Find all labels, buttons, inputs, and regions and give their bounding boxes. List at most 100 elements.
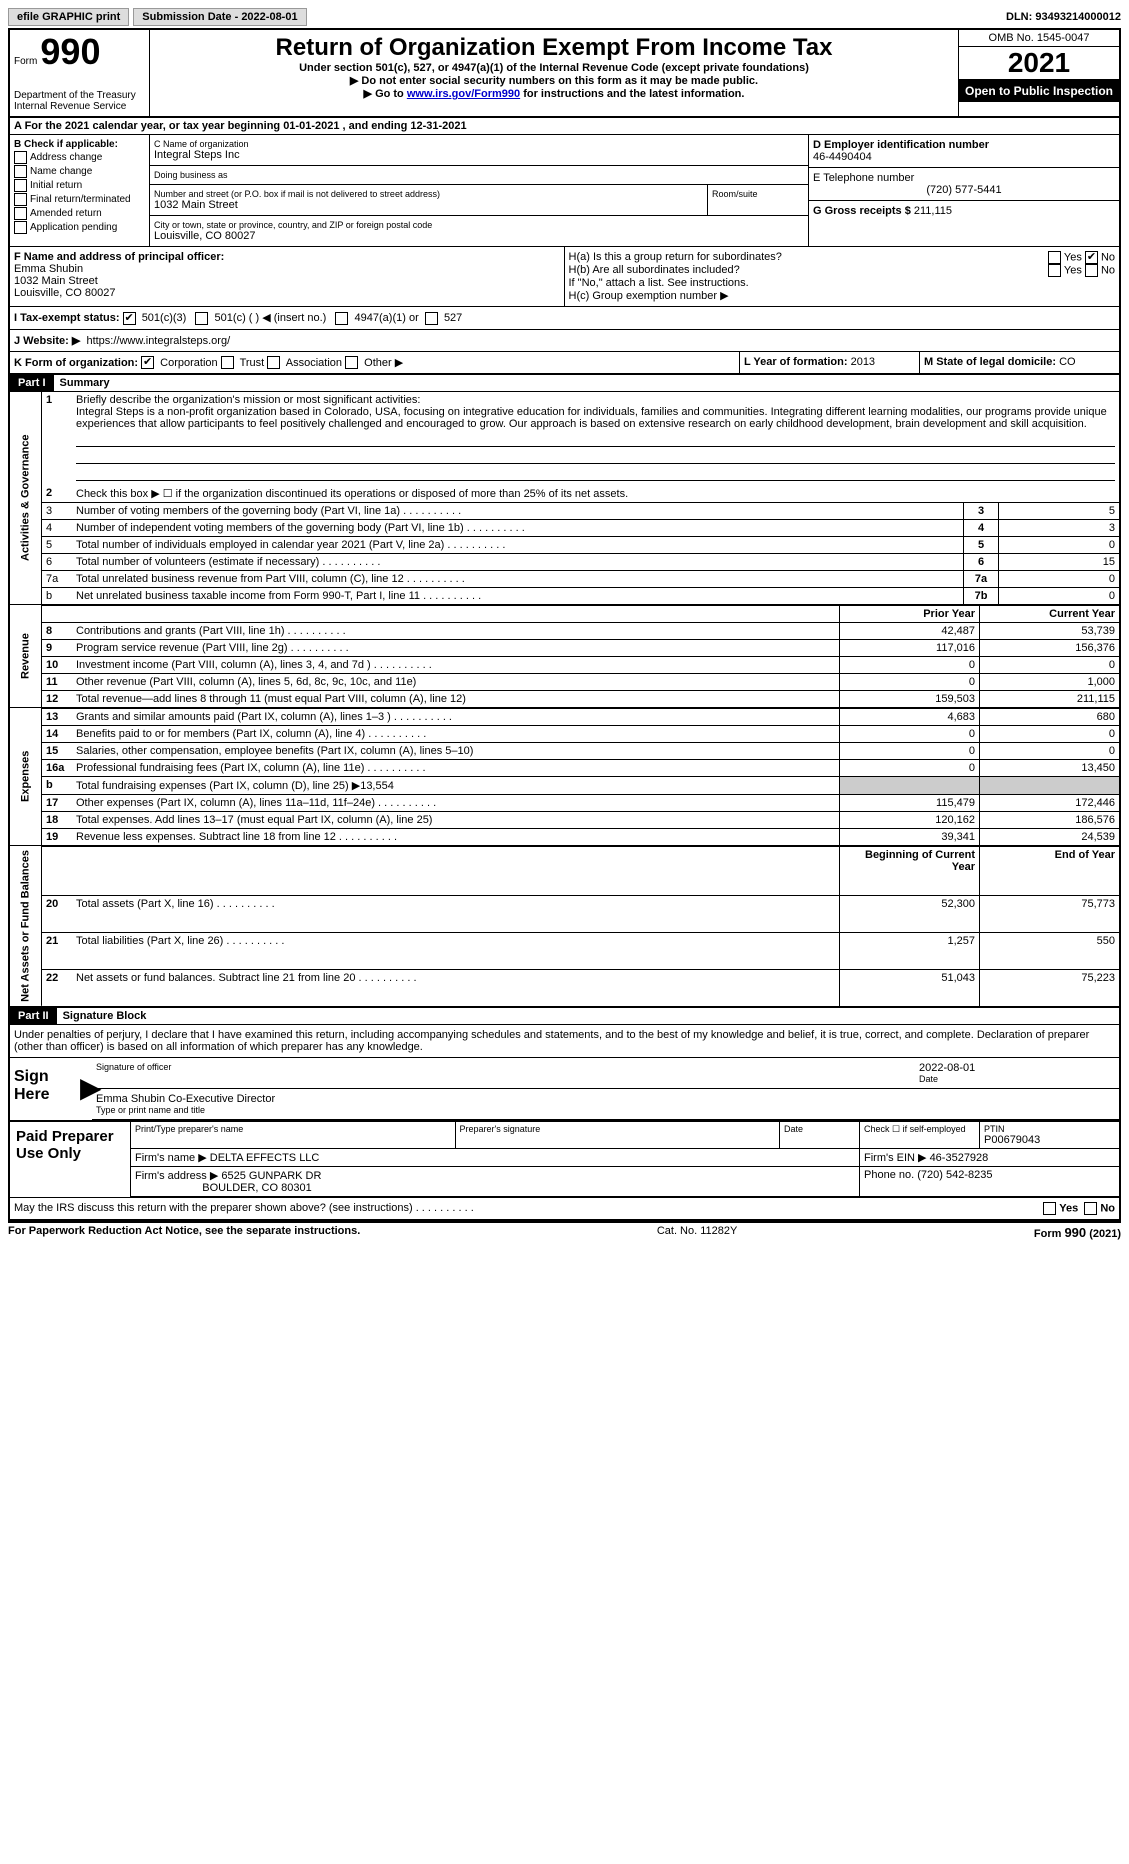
sig-date-label: Date: [919, 1074, 1115, 1084]
l20: Total assets (Part X, line 16): [72, 895, 839, 932]
tel-value: (720) 577-5441: [813, 184, 1115, 196]
chk-app-pending[interactable]: Application pending: [14, 221, 145, 234]
irs-link[interactable]: www.irs.gov/Form990: [407, 88, 520, 100]
curr-h: Current Year: [979, 605, 1119, 622]
c12: 211,115: [979, 690, 1119, 707]
part-ii-title: Signature Block: [57, 1010, 147, 1022]
year-formation: 2013: [851, 356, 875, 368]
l8: Contributions and grants (Part VIII, lin…: [72, 622, 839, 639]
form-id-cell: Form 990 Department of the Treasury Inte…: [10, 30, 150, 116]
ptin-label: PTIN: [984, 1124, 1115, 1134]
side-net: Net Assets or Fund Balances: [10, 846, 42, 1006]
p18: 120,162: [839, 811, 979, 828]
phone-l: Phone no.: [864, 1169, 914, 1181]
ha-no[interactable]: [1085, 251, 1098, 264]
p11: 0: [839, 673, 979, 690]
l22: Net assets or fund balances. Subtract li…: [72, 969, 839, 1006]
city-value: Louisville, CO 80027: [154, 230, 256, 242]
end-h: End of Year: [979, 846, 1119, 895]
p13: 4,683: [839, 708, 979, 725]
chk-4947[interactable]: [335, 312, 348, 325]
open-public: Open to Public Inspection: [959, 80, 1119, 102]
gross-value: 211,115: [914, 205, 952, 217]
p21: 1,257: [839, 932, 979, 969]
prep-date-label: Date: [784, 1124, 855, 1134]
sign-here-section: Sign Here ▶ Signature of officer 2022-08…: [10, 1057, 1119, 1120]
chk-501c[interactable]: [195, 312, 208, 325]
col-c-org: C Name of organization Integral Steps In…: [150, 135, 809, 246]
prep-sig-label: Preparer's signature: [460, 1124, 776, 1134]
right-header-cell: OMB No. 1545-0047 2021 Open to Public In…: [959, 30, 1119, 116]
chk-527[interactable]: [425, 312, 438, 325]
chk-assoc[interactable]: [267, 356, 280, 369]
sign-arrow-icon: ▶: [80, 1058, 92, 1120]
l7b: Net unrelated business taxable income fr…: [72, 587, 963, 604]
discuss-no[interactable]: [1084, 1202, 1097, 1215]
line-1: 1 Briefly describe the organization's mi…: [42, 392, 1119, 485]
org-name: Integral Steps Inc: [154, 149, 240, 161]
ha-yes[interactable]: [1048, 251, 1061, 264]
c17: 172,446: [979, 794, 1119, 811]
chk-initial[interactable]: Initial return: [14, 179, 145, 192]
p16b-shade: [839, 776, 979, 794]
c13: 680: [979, 708, 1119, 725]
prep-self-emp: Check ☐ if self-employed: [859, 1122, 979, 1148]
instr-post: for instructions and the latest informat…: [523, 88, 744, 100]
chk-501c3[interactable]: [123, 312, 136, 325]
p22: 51,043: [839, 969, 979, 1006]
form-subtitle: Under section 501(c), 527, or 4947(a)(1)…: [154, 62, 954, 74]
part-i-title: Summary: [54, 377, 110, 389]
section-net-assets: Net Assets or Fund Balances Beginning of…: [10, 845, 1119, 1006]
hc-label: H(c) Group exemption number ▶: [569, 289, 1116, 302]
c22: 75,223: [979, 969, 1119, 1006]
discuss-yes[interactable]: [1043, 1202, 1056, 1215]
row-i-tax-status: I Tax-exempt status: 501(c)(3) 501(c) ( …: [10, 306, 1119, 329]
c18: 186,576: [979, 811, 1119, 828]
row-a: A For the 2021 calendar year, or tax yea…: [10, 118, 1119, 135]
cat-no: Cat. No. 11282Y: [657, 1225, 738, 1240]
irs-label: Internal Revenue Service: [14, 101, 145, 112]
chk-amended[interactable]: Amended return: [14, 207, 145, 220]
form-word: Form: [14, 56, 37, 67]
l16a: Professional fundraising fees (Part IX, …: [72, 759, 839, 776]
room-label: Room/suite: [712, 189, 804, 199]
firm-name: DELTA EFFECTS LLC: [210, 1152, 320, 1164]
chk-final[interactable]: Final return/terminated: [14, 193, 145, 206]
chk-name-change[interactable]: Name change: [14, 165, 145, 178]
pra-notice: For Paperwork Reduction Act Notice, see …: [8, 1225, 360, 1240]
col-d-ein: D Employer identification number 46-4490…: [809, 135, 1119, 246]
p9: 117,016: [839, 639, 979, 656]
l10: Investment income (Part VIII, column (A)…: [72, 656, 839, 673]
firm-city: BOULDER, CO 80301: [202, 1182, 311, 1194]
chk-corp[interactable]: [141, 356, 154, 369]
l4: Number of independent voting members of …: [72, 519, 963, 536]
officer-name-title: Emma Shubin Co-Executive Director: [96, 1093, 275, 1105]
hb-yes[interactable]: [1048, 264, 1061, 277]
dba-label: Doing business as: [154, 170, 804, 180]
gov-num-table: 3Number of voting members of the governi…: [42, 502, 1119, 604]
l18: Total expenses. Add lines 13–17 (must eq…: [72, 811, 839, 828]
l6: Total number of volunteers (estimate if …: [72, 553, 963, 570]
chk-other[interactable]: [345, 356, 358, 369]
part-ii-header: Part II Signature Block: [10, 1006, 1119, 1024]
section-revenue: Revenue Prior YearCurrent Year 8Contribu…: [10, 604, 1119, 707]
submission-date-btn[interactable]: Submission Date - 2022-08-01: [133, 8, 306, 26]
l1-label: Briefly describe the organization's miss…: [76, 394, 420, 406]
p8: 42,487: [839, 622, 979, 639]
tel-label: E Telephone number: [813, 172, 1115, 184]
efile-btn[interactable]: efile GRAPHIC print: [8, 8, 129, 26]
line-2: 2 Check this box ▶ ☐ if the organization…: [42, 485, 1119, 502]
c21: 550: [979, 932, 1119, 969]
chk-trust[interactable]: [221, 356, 234, 369]
form-number: 990: [40, 31, 100, 72]
state-domicile: CO: [1059, 356, 1076, 368]
hb-no[interactable]: [1085, 264, 1098, 277]
form-header: Form 990 Department of the Treasury Inte…: [10, 30, 1119, 118]
l13: Grants and similar amounts paid (Part IX…: [72, 708, 839, 725]
chk-addr-change[interactable]: Address change: [14, 151, 145, 164]
beg-h: Beginning of Current Year: [839, 846, 979, 895]
b-label: B Check if applicable:: [14, 139, 145, 150]
c8: 53,739: [979, 622, 1119, 639]
firm-addr-l: Firm's address ▶: [135, 1170, 218, 1182]
i-label: I Tax-exempt status:: [14, 312, 120, 324]
